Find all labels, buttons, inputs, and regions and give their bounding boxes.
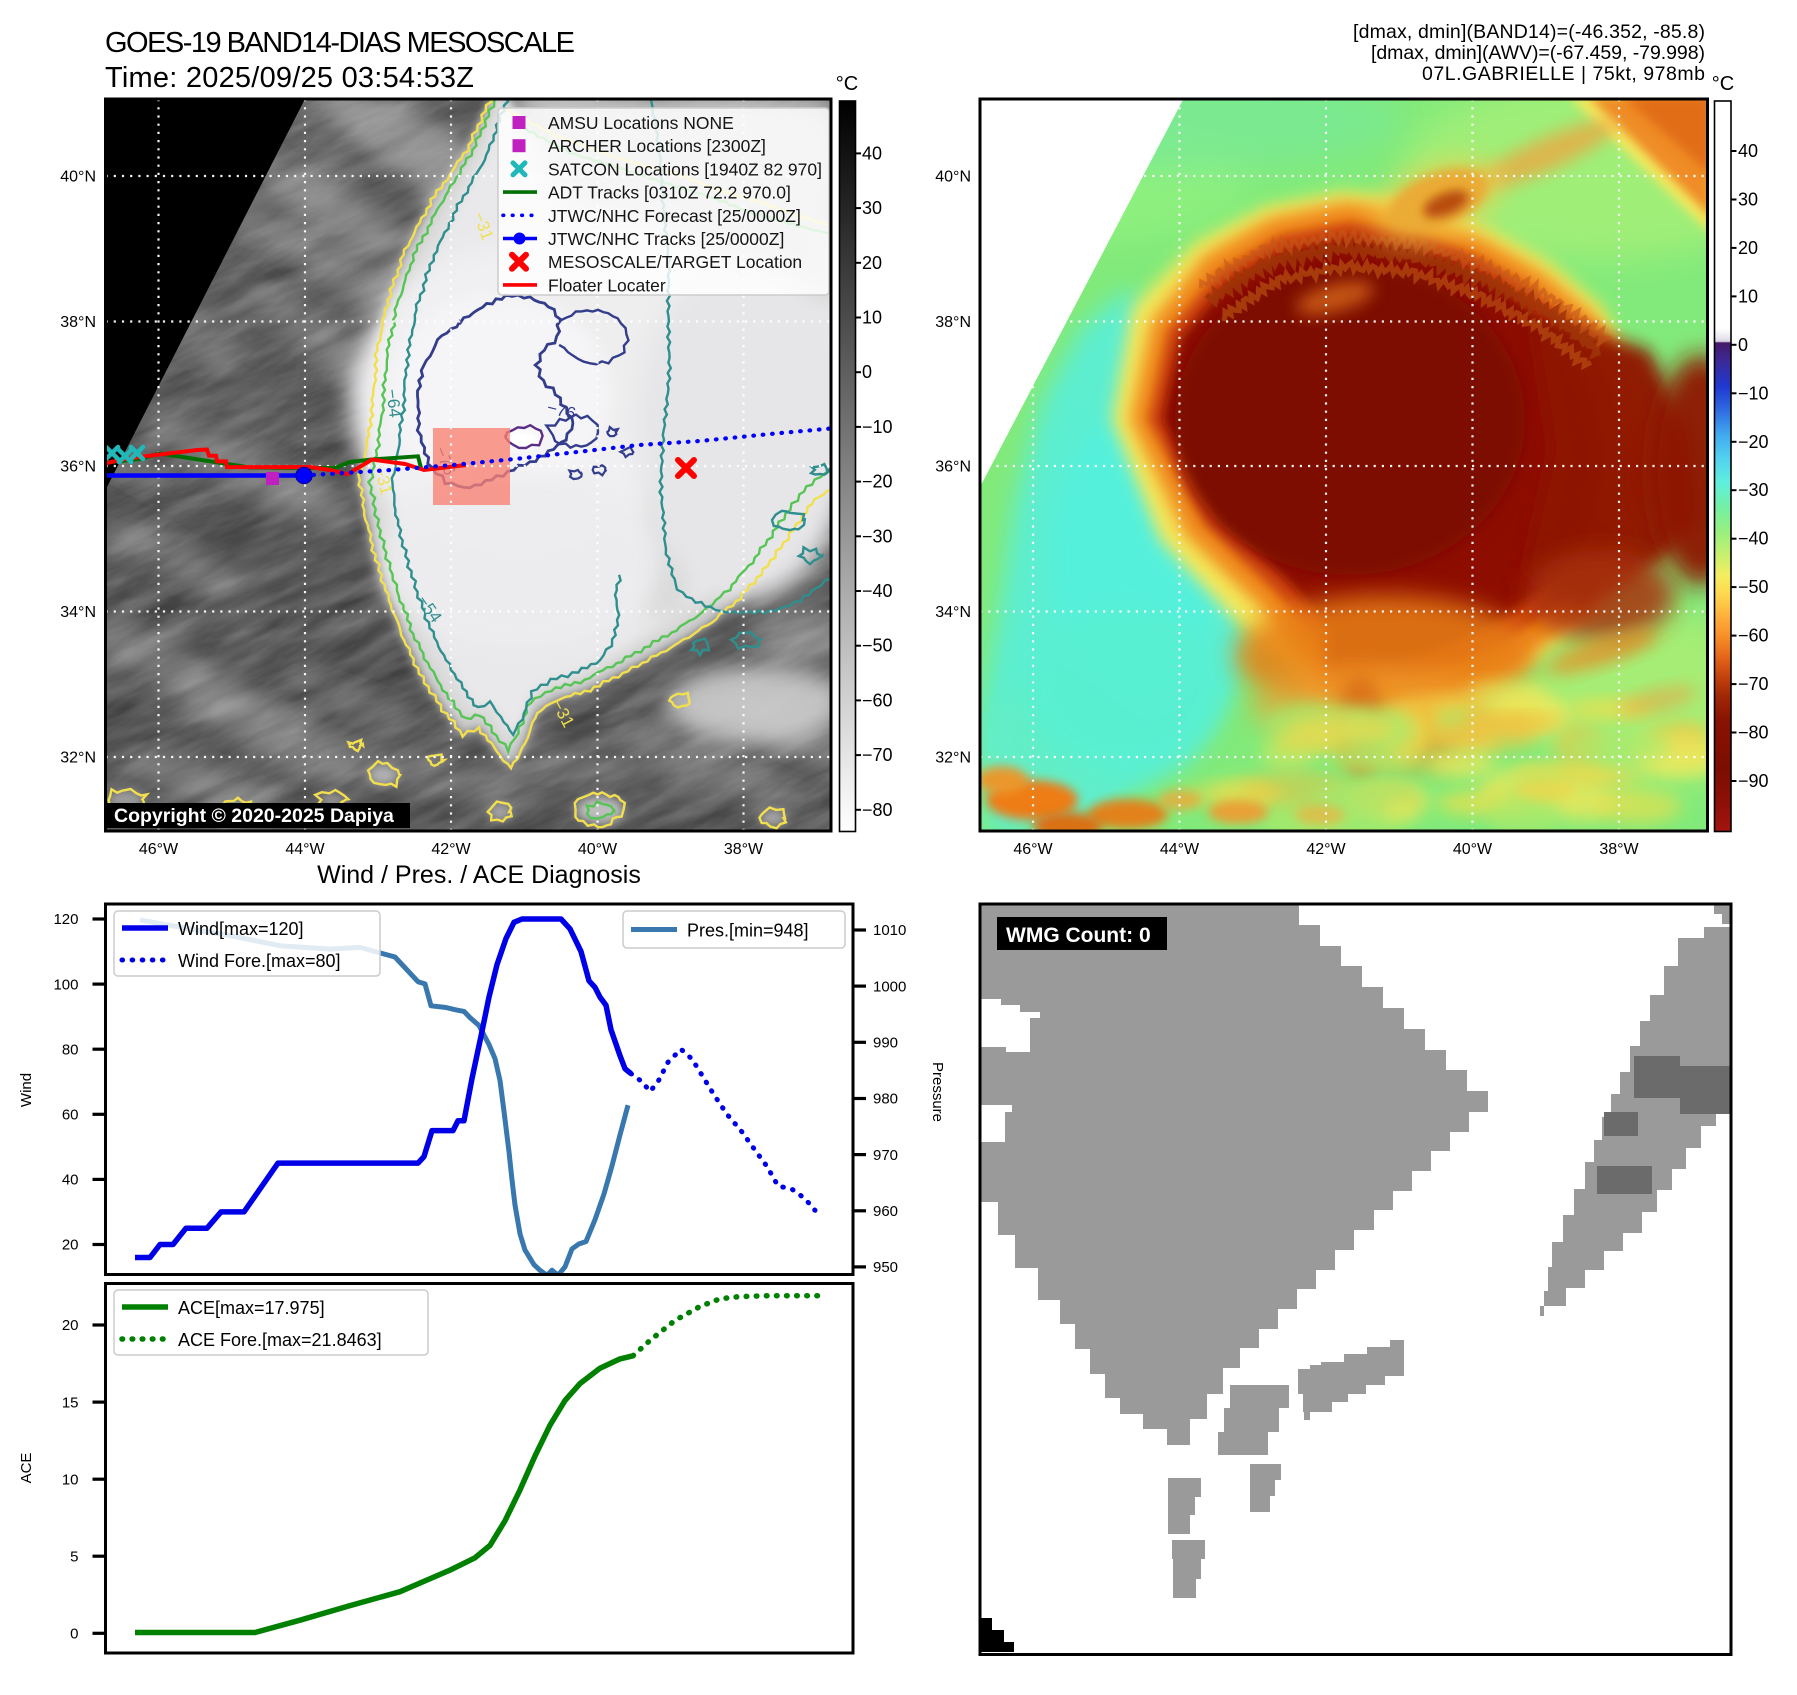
svg-text:970: 970 bbox=[873, 1147, 898, 1164]
svg-text:ADT Tracks [0310Z 72.2 970.0]: ADT Tracks [0310Z 72.2 970.0] bbox=[548, 183, 791, 203]
svg-text:46°W: 46°W bbox=[139, 841, 179, 858]
svg-text:32°N: 32°N bbox=[60, 750, 96, 767]
svg-text:42°W: 42°W bbox=[1306, 841, 1346, 858]
svg-text:990: 990 bbox=[873, 1035, 898, 1052]
svg-text:15: 15 bbox=[62, 1394, 79, 1411]
svg-text:60: 60 bbox=[62, 1107, 79, 1124]
svg-text:−40: −40 bbox=[862, 581, 893, 601]
svg-text:−30: −30 bbox=[1738, 480, 1769, 500]
svg-text:Wind Fore.[max=80]: Wind Fore.[max=80] bbox=[178, 951, 341, 971]
svg-text:10: 10 bbox=[862, 308, 882, 328]
svg-text:36°N: 36°N bbox=[935, 459, 971, 476]
svg-text:MESOSCALE/TARGET Location: MESOSCALE/TARGET Location bbox=[548, 252, 802, 272]
svg-text:20: 20 bbox=[1738, 238, 1758, 258]
svg-text:−20: −20 bbox=[1738, 432, 1769, 452]
svg-text:950: 950 bbox=[873, 1259, 898, 1276]
svg-text:−64: −64 bbox=[382, 388, 404, 419]
svg-text:10: 10 bbox=[62, 1471, 79, 1488]
svg-text:[dmax, dmin](BAND14)=(-46.352,: [dmax, dmin](BAND14)=(-46.352, -85.8) bbox=[1353, 21, 1705, 43]
svg-text:0: 0 bbox=[70, 1626, 78, 1643]
svg-text:WMG Count: 0: WMG Count: 0 bbox=[1006, 924, 1151, 947]
svg-text:Wind: Wind bbox=[18, 1073, 35, 1107]
svg-text:SATCON Locations [1940Z 82 970: SATCON Locations [1940Z 82 970] bbox=[548, 159, 822, 179]
svg-text:46°W: 46°W bbox=[1013, 841, 1053, 858]
svg-text:5: 5 bbox=[70, 1548, 78, 1565]
svg-text:−80: −80 bbox=[862, 800, 893, 820]
svg-text:20: 20 bbox=[862, 253, 882, 273]
svg-text:20: 20 bbox=[62, 1317, 79, 1334]
svg-text:0: 0 bbox=[862, 362, 872, 382]
svg-text:−40: −40 bbox=[1738, 529, 1769, 549]
svg-text:Floater Locater: Floater Locater bbox=[548, 275, 666, 295]
svg-text:10: 10 bbox=[1738, 286, 1758, 306]
svg-text:ACE[max=17.975]: ACE[max=17.975] bbox=[178, 1298, 325, 1318]
svg-text:ACE Fore.[max=21.8463]: ACE Fore.[max=21.8463] bbox=[178, 1330, 382, 1350]
svg-text:80: 80 bbox=[62, 1041, 79, 1058]
svg-text:20: 20 bbox=[62, 1237, 79, 1254]
svg-text:40°N: 40°N bbox=[60, 169, 96, 186]
svg-text:−50: −50 bbox=[1738, 577, 1769, 597]
svg-text:40: 40 bbox=[1738, 141, 1758, 161]
svg-text:Wind / Pres. / ACE Diagnosis: Wind / Pres. / ACE Diagnosis bbox=[317, 861, 641, 889]
svg-text:120: 120 bbox=[53, 911, 78, 928]
svg-text:960: 960 bbox=[873, 1203, 898, 1220]
svg-text:Pressure: Pressure bbox=[929, 1062, 946, 1122]
svg-text:−90: −90 bbox=[1738, 771, 1769, 791]
svg-text:ACE: ACE bbox=[18, 1453, 35, 1484]
svg-text:980: 980 bbox=[873, 1091, 898, 1108]
svg-text:[dmax, dmin](AWV)=(-67.459, -7: [dmax, dmin](AWV)=(-67.459, -79.998) bbox=[1371, 42, 1705, 64]
svg-text:GOES-19 BAND14-DIAS MESOSCALE: GOES-19 BAND14-DIAS MESOSCALE bbox=[105, 27, 575, 59]
svg-text:07L.GABRIELLE | 75kt, 978mb: 07L.GABRIELLE | 75kt, 978mb bbox=[1422, 63, 1705, 85]
svg-text:Pres.[min=948]: Pres.[min=948] bbox=[687, 921, 809, 941]
svg-text:AMSU Locations NONE: AMSU Locations NONE bbox=[548, 113, 734, 133]
svg-text:42°W: 42°W bbox=[431, 841, 471, 858]
svg-text:−60: −60 bbox=[862, 690, 893, 710]
svg-text:38°W: 38°W bbox=[724, 841, 764, 858]
svg-text:−20: −20 bbox=[862, 472, 893, 492]
svg-text:Copyright © 2020-2025 Dapiya: Copyright © 2020-2025 Dapiya bbox=[114, 805, 394, 827]
svg-text:−70: −70 bbox=[862, 745, 893, 765]
svg-text:ARCHER Locations [2300Z]: ARCHER Locations [2300Z] bbox=[548, 136, 766, 156]
svg-text:−50: −50 bbox=[862, 636, 893, 656]
svg-text:40°N: 40°N bbox=[935, 169, 971, 186]
svg-text:100: 100 bbox=[53, 976, 78, 993]
svg-text:Time: 2025/09/25 03:54:53Z: Time: 2025/09/25 03:54:53Z bbox=[105, 62, 474, 94]
svg-text:44°W: 44°W bbox=[1160, 841, 1200, 858]
svg-text:JTWC/NHC Tracks [25/0000Z]: JTWC/NHC Tracks [25/0000Z] bbox=[548, 229, 784, 249]
svg-text:°C: °C bbox=[836, 73, 858, 95]
svg-text:0: 0 bbox=[1738, 335, 1748, 355]
svg-text:°C: °C bbox=[1712, 73, 1734, 95]
svg-text:Wind[max=120]: Wind[max=120] bbox=[178, 919, 304, 939]
svg-text:1010: 1010 bbox=[873, 922, 906, 939]
svg-text:−70: −70 bbox=[1738, 674, 1769, 694]
svg-text:40: 40 bbox=[62, 1172, 79, 1189]
svg-text:40: 40 bbox=[862, 143, 882, 163]
svg-text:40°W: 40°W bbox=[1453, 841, 1493, 858]
svg-text:−80: −80 bbox=[1738, 723, 1769, 743]
svg-text:−10: −10 bbox=[862, 417, 893, 437]
svg-text:32°N: 32°N bbox=[935, 750, 971, 767]
svg-text:40°W: 40°W bbox=[578, 841, 618, 858]
svg-text:−60: −60 bbox=[1738, 626, 1769, 646]
svg-text:38°N: 38°N bbox=[60, 314, 96, 331]
svg-text:38°W: 38°W bbox=[1599, 841, 1639, 858]
svg-text:30: 30 bbox=[862, 198, 882, 218]
svg-text:−10: −10 bbox=[1738, 383, 1769, 403]
svg-text:1000: 1000 bbox=[873, 978, 906, 995]
svg-text:34°N: 34°N bbox=[935, 604, 971, 621]
svg-text:36°N: 36°N bbox=[60, 459, 96, 476]
svg-text:34°N: 34°N bbox=[60, 604, 96, 621]
svg-text:38°N: 38°N bbox=[935, 314, 971, 331]
svg-text:JTWC/NHC Forecast [25/0000Z]: JTWC/NHC Forecast [25/0000Z] bbox=[548, 206, 801, 226]
svg-text:44°W: 44°W bbox=[285, 841, 325, 858]
svg-text:30: 30 bbox=[1738, 190, 1758, 210]
svg-text:−30: −30 bbox=[862, 526, 893, 546]
